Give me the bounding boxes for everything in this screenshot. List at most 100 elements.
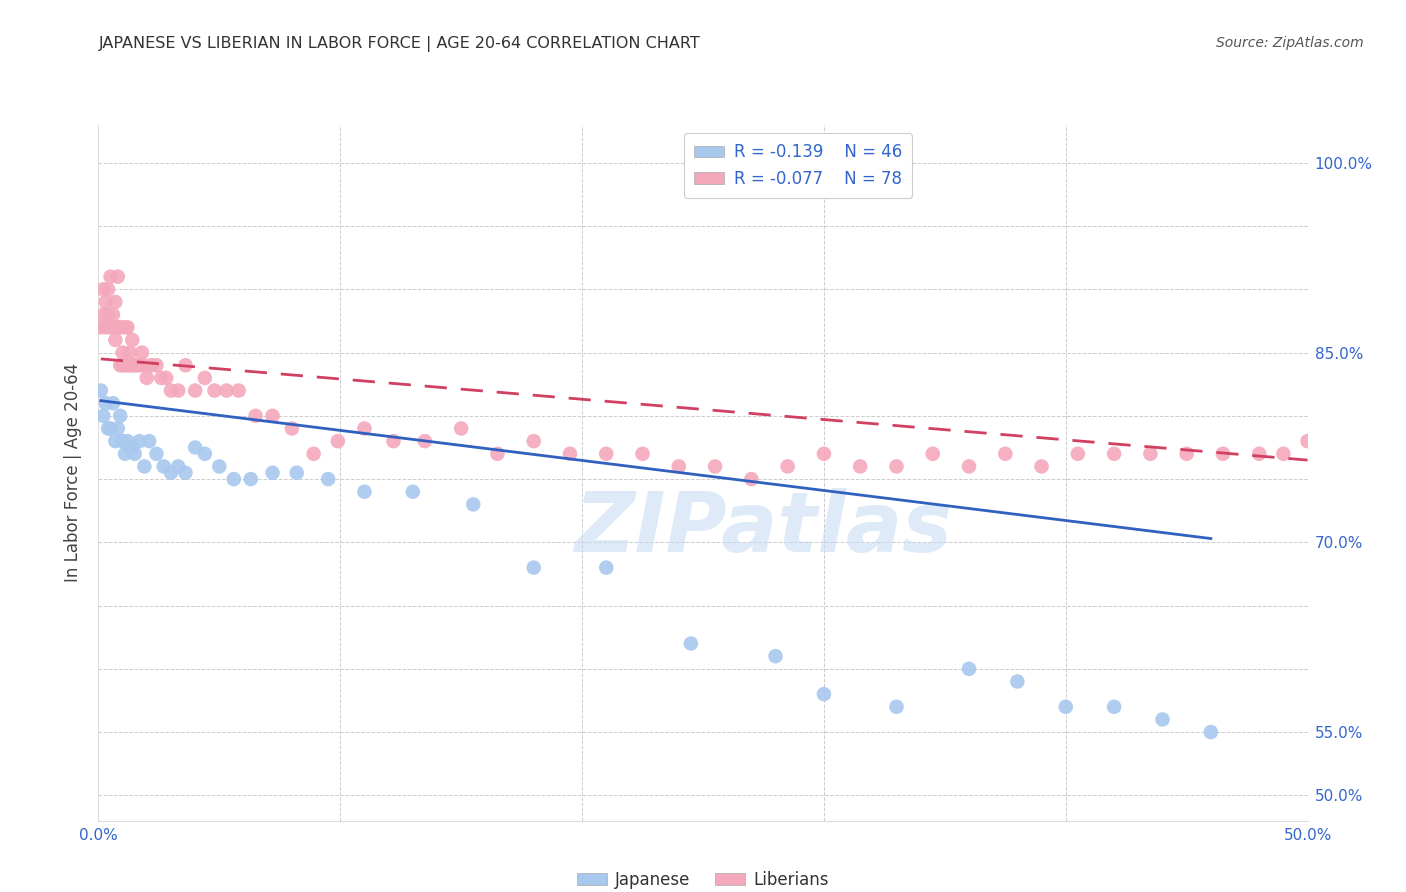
Point bbox=[1102, 447, 1125, 461]
Point bbox=[1175, 447, 1198, 461]
Point bbox=[1296, 434, 1319, 449]
Point bbox=[222, 472, 245, 486]
Point bbox=[921, 447, 943, 461]
Point bbox=[118, 358, 141, 372]
Point bbox=[204, 384, 226, 398]
Point bbox=[134, 358, 156, 372]
Point bbox=[184, 384, 207, 398]
Point bbox=[127, 358, 149, 372]
Point bbox=[145, 358, 167, 372]
Point bbox=[121, 358, 143, 372]
Point bbox=[174, 358, 197, 372]
Point bbox=[558, 447, 581, 461]
Point bbox=[486, 447, 509, 461]
Point bbox=[595, 447, 617, 461]
Point bbox=[97, 308, 120, 322]
Point bbox=[194, 371, 217, 385]
Point bbox=[101, 308, 124, 322]
Point bbox=[121, 333, 143, 347]
Point bbox=[94, 295, 117, 310]
Point bbox=[631, 447, 654, 461]
Point bbox=[91, 282, 114, 296]
Point bbox=[117, 358, 139, 372]
Point bbox=[994, 447, 1017, 461]
Point bbox=[184, 441, 207, 455]
Point bbox=[1249, 447, 1271, 461]
Point bbox=[94, 396, 117, 410]
Point bbox=[138, 434, 160, 449]
Point bbox=[104, 333, 127, 347]
Point bbox=[167, 459, 190, 474]
Point bbox=[160, 466, 183, 480]
Point bbox=[245, 409, 267, 423]
Point bbox=[145, 447, 167, 461]
Point bbox=[128, 434, 150, 449]
Point bbox=[1067, 447, 1090, 461]
Point bbox=[100, 421, 122, 435]
Point bbox=[114, 447, 136, 461]
Point bbox=[104, 434, 127, 449]
Point bbox=[107, 421, 129, 435]
Point bbox=[450, 421, 472, 435]
Point bbox=[957, 459, 980, 474]
Point bbox=[302, 447, 325, 461]
Point bbox=[128, 358, 150, 372]
Point bbox=[101, 320, 124, 334]
Point bbox=[150, 371, 173, 385]
Point bbox=[141, 358, 163, 372]
Point bbox=[228, 384, 250, 398]
Point bbox=[111, 434, 134, 449]
Point bbox=[1007, 674, 1029, 689]
Point bbox=[101, 396, 124, 410]
Point bbox=[117, 320, 139, 334]
Point bbox=[100, 320, 122, 334]
Point bbox=[167, 384, 190, 398]
Text: ZIPatlas: ZIPatlas bbox=[575, 488, 952, 569]
Point bbox=[134, 459, 156, 474]
Point bbox=[668, 459, 690, 474]
Point bbox=[107, 320, 129, 334]
Point bbox=[97, 282, 120, 296]
Point bbox=[94, 320, 117, 334]
Point bbox=[316, 472, 339, 486]
Point bbox=[160, 384, 183, 398]
Point bbox=[108, 358, 131, 372]
Point bbox=[155, 371, 177, 385]
Point bbox=[135, 371, 157, 385]
Point bbox=[413, 434, 436, 449]
Point bbox=[90, 320, 112, 334]
Point bbox=[1102, 699, 1125, 714]
Point bbox=[262, 409, 284, 423]
Point bbox=[131, 345, 153, 359]
Point bbox=[91, 308, 114, 322]
Point bbox=[1054, 699, 1077, 714]
Point bbox=[100, 269, 122, 284]
Point bbox=[124, 358, 146, 372]
Point bbox=[111, 345, 134, 359]
Point bbox=[194, 447, 217, 461]
Point bbox=[1152, 713, 1174, 727]
Point bbox=[886, 699, 908, 714]
Point bbox=[215, 384, 238, 398]
Point bbox=[353, 484, 375, 499]
Point bbox=[1031, 459, 1053, 474]
Point bbox=[353, 421, 375, 435]
Point bbox=[813, 447, 835, 461]
Point bbox=[118, 345, 141, 359]
Point bbox=[382, 434, 405, 449]
Point bbox=[523, 560, 546, 574]
Legend: Japanese, Liberians: Japanese, Liberians bbox=[569, 864, 837, 892]
Point bbox=[104, 295, 127, 310]
Text: JAPANESE VS LIBERIAN IN LABOR FORCE | AGE 20-64 CORRELATION CHART: JAPANESE VS LIBERIAN IN LABOR FORCE | AG… bbox=[98, 36, 700, 52]
Point bbox=[97, 421, 120, 435]
Point bbox=[463, 497, 485, 511]
Point bbox=[124, 447, 146, 461]
Point bbox=[262, 466, 284, 480]
Point bbox=[704, 459, 727, 474]
Point bbox=[152, 459, 174, 474]
Point bbox=[111, 358, 134, 372]
Point bbox=[118, 441, 141, 455]
Point bbox=[285, 466, 308, 480]
Point bbox=[776, 459, 799, 474]
Point bbox=[107, 269, 129, 284]
